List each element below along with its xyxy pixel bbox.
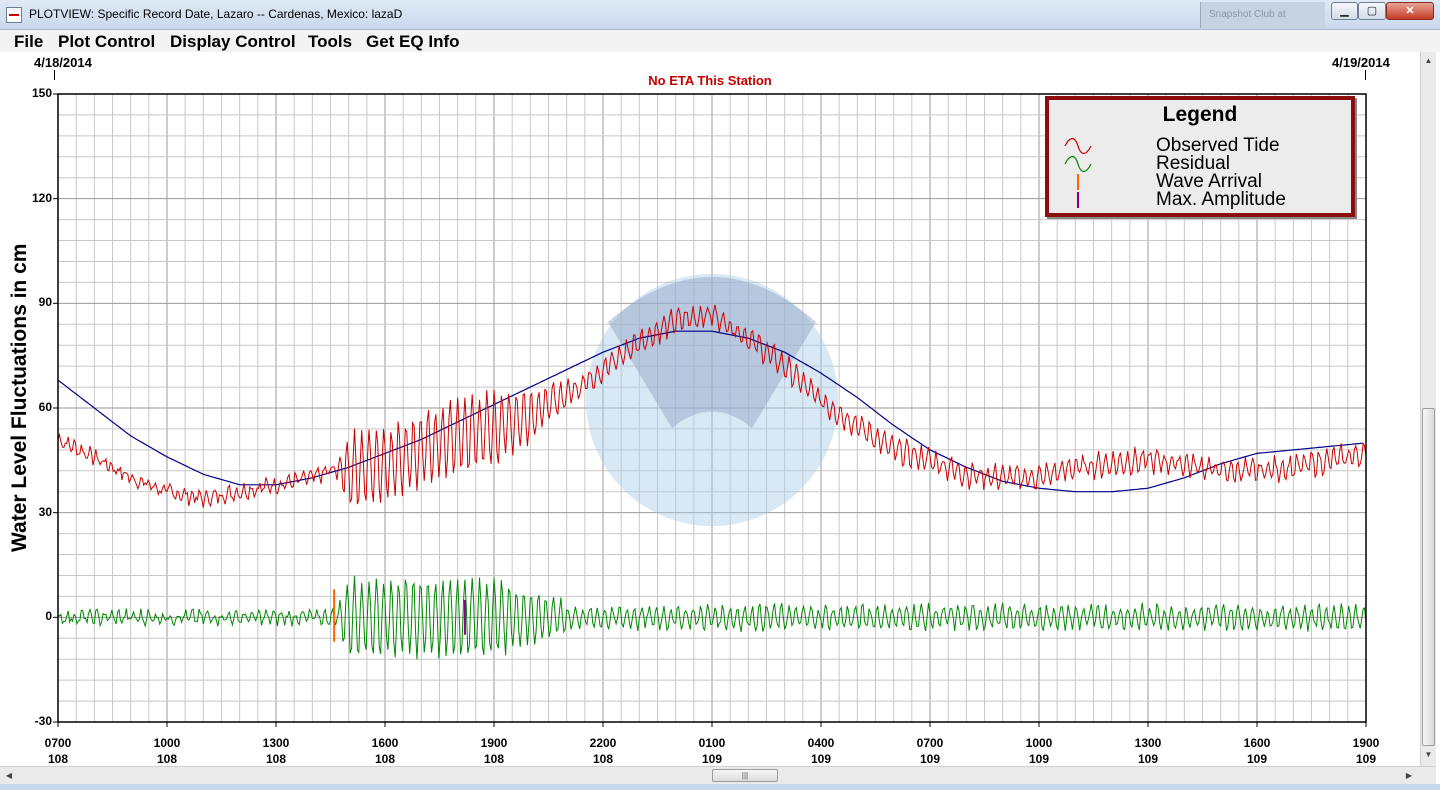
x-tick-label: 1000 108 — [137, 735, 197, 767]
vertical-scrollbar[interactable]: ▲ ▼ — [1420, 52, 1436, 766]
series-residual — [57, 575, 1367, 660]
wave-red-icon — [1064, 137, 1092, 155]
noaa-watermark-icon — [586, 274, 838, 526]
x-tick-day: 108 — [483, 752, 505, 766]
x-tick-label: 1600 109 — [1227, 735, 1287, 767]
x-tick-label: 0100 109 — [682, 735, 742, 767]
legend-label: Max. Amplitude — [1156, 189, 1286, 210]
legend-label: Observed Tide — [1156, 135, 1280, 156]
tick-purple-icon — [1077, 192, 1079, 208]
y-tick-label: 60 — [38, 400, 52, 414]
x-tick-day: 109 — [1137, 752, 1159, 766]
menu-bar: File Plot Control Display Control Tools … — [0, 30, 1440, 52]
maximize-button[interactable]: ▢ — [1358, 2, 1386, 20]
x-tick-time: 0700 — [916, 736, 944, 750]
x-tick-label: 0400 109 — [791, 735, 851, 767]
x-tick-day: 109 — [810, 752, 832, 766]
menu-plot-control[interactable]: Plot Control — [58, 32, 156, 51]
scroll-left-icon[interactable]: ◀ — [5, 771, 13, 780]
x-tick-time: 1900 — [480, 736, 508, 750]
legend-title: Legend — [1162, 103, 1238, 126]
y-tick-label: 90 — [38, 295, 52, 310]
y-tick-label: 0 — [45, 609, 52, 624]
x-tick-day: 108 — [374, 752, 396, 766]
x-tick-label: 1900 108 — [464, 735, 524, 767]
horizontal-scroll-thumb[interactable]: ||| — [712, 769, 778, 782]
x-tick-day: 108 — [592, 752, 614, 766]
horizontal-scrollbar[interactable]: ◀ ||| ▶ — [0, 766, 1436, 784]
x-tick-time: 1000 — [1025, 736, 1053, 750]
close-button[interactable]: ✕ — [1386, 2, 1434, 20]
end-date-label: 4/19/2014 — [1332, 55, 1390, 70]
y-tick-label: 30 — [38, 504, 52, 519]
x-tick-label: 1900 109 — [1336, 735, 1396, 767]
background-window-tab[interactable]: Snapshot Club at — [1200, 2, 1325, 28]
x-tick-time: 1600 — [1243, 736, 1271, 750]
y-tick-label: -30 — [34, 714, 52, 728]
x-tick-day: 109 — [701, 752, 723, 766]
x-tick-day: 109 — [1028, 752, 1050, 766]
x-tick-time: 0700 — [44, 736, 72, 750]
x-tick-time: 0100 — [698, 736, 726, 750]
x-tick-time: 1000 — [153, 736, 181, 750]
x-tick-day: 108 — [47, 752, 69, 766]
legend-item-residual: Residual — [1057, 153, 1347, 174]
x-tick-day: 108 — [265, 752, 287, 766]
x-tick-time: 1300 — [1134, 736, 1162, 750]
menu-get-eq-info[interactable]: Get EQ Info — [366, 32, 460, 51]
x-tick-time: 1600 — [371, 736, 399, 750]
legend-box: Legend Observed Tide Residual Wave Arriv… — [1045, 96, 1355, 217]
start-date-label: 4/18/2014 — [34, 55, 92, 70]
legend-item-max-amplitude: Max. Amplitude — [1057, 189, 1347, 210]
menu-tools[interactable]: Tools — [308, 32, 353, 51]
scroll-up-icon[interactable]: ▲ — [1424, 56, 1433, 65]
x-tick-label: 0700 109 — [900, 735, 960, 767]
menu-file[interactable]: File — [14, 32, 44, 51]
legend-label: Wave Arrival — [1156, 171, 1262, 192]
x-tick-day: 108 — [156, 752, 178, 766]
window-frame — [0, 784, 1440, 790]
window-title: PLOTVIEW: Specific Record Date, Lazaro -… — [29, 7, 403, 21]
x-tick-day: 109 — [1355, 752, 1377, 766]
legend-item-observed-tide: Observed Tide — [1057, 135, 1347, 156]
legend-label: Residual — [1156, 153, 1230, 174]
minimize-button[interactable]: ▁ — [1331, 2, 1358, 20]
scroll-down-icon[interactable]: ▼ — [1424, 750, 1433, 759]
scroll-right-icon[interactable]: ▶ — [1405, 771, 1413, 780]
start-date-tick — [54, 70, 55, 80]
x-tick-time: 1300 — [262, 736, 290, 750]
x-tick-label: 2200 108 — [573, 735, 633, 767]
x-tick-time: 0400 — [807, 736, 835, 750]
title-bar: PLOTVIEW: Specific Record Date, Lazaro -… — [0, 0, 1440, 30]
wave-green-icon — [1064, 155, 1092, 173]
x-tick-label: 1600 108 — [355, 735, 415, 767]
y-tick-label: 150 — [31, 86, 52, 100]
end-date-tick — [1365, 70, 1366, 80]
x-tick-label: 0700 108 — [28, 735, 88, 767]
menu-display-control[interactable]: Display Control — [170, 32, 296, 51]
x-tick-day: 109 — [1246, 752, 1268, 766]
eta-message: No ETA This Station — [648, 73, 772, 88]
vertical-scroll-thumb[interactable] — [1422, 408, 1435, 746]
x-tick-time: 1900 — [1352, 736, 1380, 750]
series-observed-tide — [57, 304, 1367, 508]
x-tick-label: 1300 108 — [246, 735, 306, 767]
x-tick-day: 109 — [919, 752, 941, 766]
x-tick-time: 2200 — [589, 736, 617, 750]
y-tick-label: 120 — [31, 190, 52, 205]
x-tick-label: 1000 109 — [1009, 735, 1069, 767]
legend-item-wave-arrival: Wave Arrival — [1057, 171, 1347, 192]
tick-orange-icon — [1077, 174, 1079, 190]
app-icon — [6, 7, 22, 23]
x-tick-label: 1300 109 — [1118, 735, 1178, 767]
noaa-watermark-bird-icon — [608, 277, 816, 428]
